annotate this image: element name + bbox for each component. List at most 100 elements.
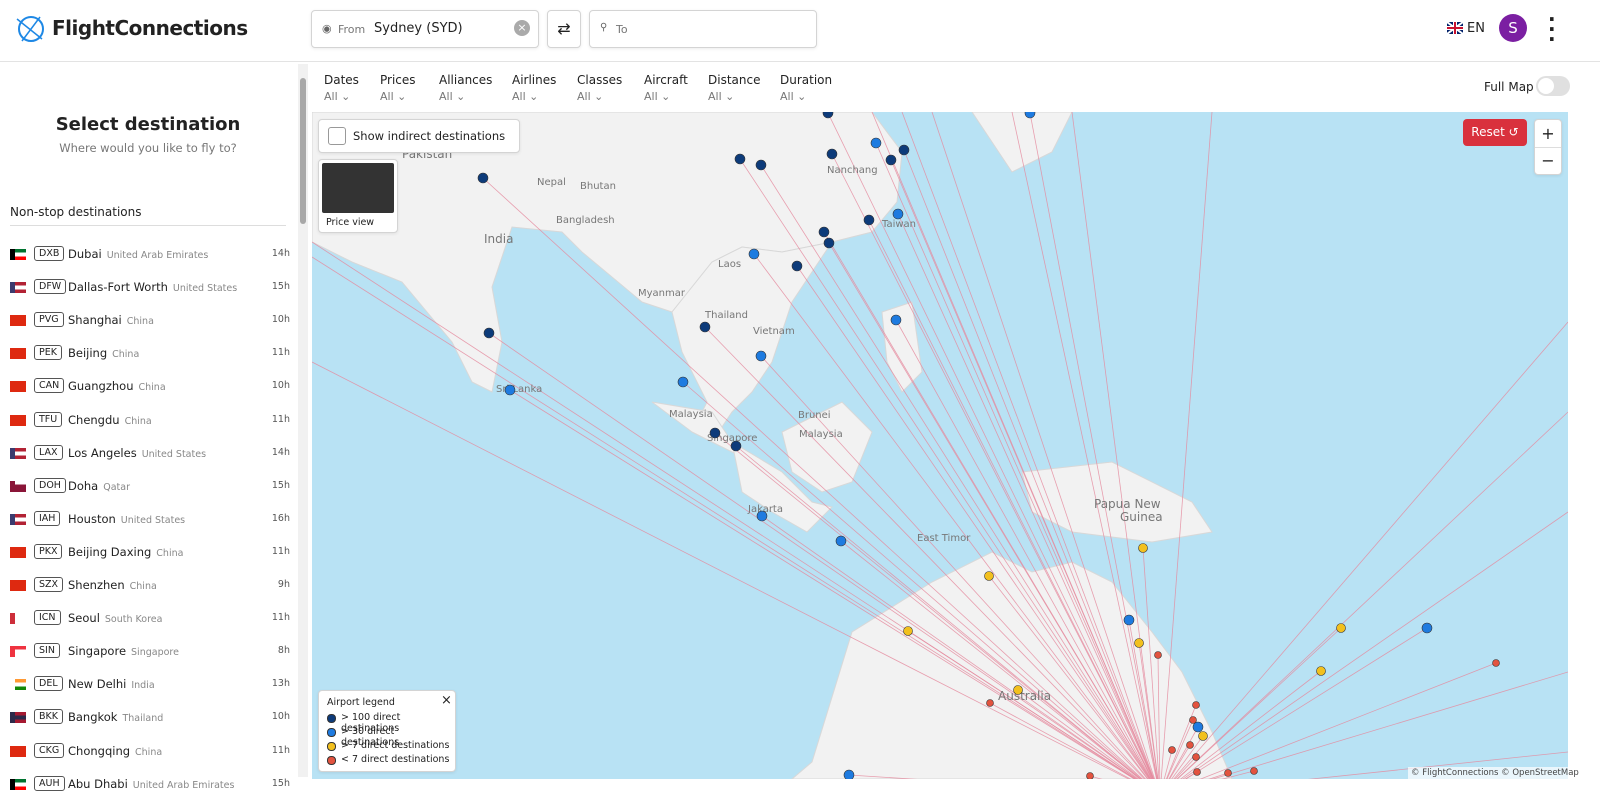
destination-row[interactable]: IAH Houston United States 16h bbox=[10, 503, 290, 536]
airport-dot[interactable] bbox=[1024, 112, 1036, 119]
airport-dot[interactable] bbox=[885, 154, 897, 166]
filter[interactable]: Prices All ⌄ bbox=[380, 73, 416, 103]
route bbox=[1182, 511, 1568, 779]
airport-dot[interactable] bbox=[748, 248, 760, 260]
airport-dot[interactable] bbox=[699, 321, 711, 333]
swap-button[interactable]: ⇄ bbox=[547, 10, 581, 48]
destination-row[interactable]: SZX Shenzhen China 9h bbox=[10, 569, 290, 602]
logo[interactable]: FlightConnections bbox=[52, 16, 248, 40]
airport-dot[interactable] bbox=[1168, 746, 1176, 754]
airport-dot[interactable] bbox=[1186, 741, 1194, 749]
airport-dot[interactable] bbox=[826, 148, 838, 160]
reset-button[interactable]: Reset ↺ bbox=[1463, 119, 1527, 146]
filter[interactable]: Duration All ⌄ bbox=[780, 73, 832, 103]
route bbox=[1017, 689, 1140, 779]
destination-row[interactable]: DOH Doha Qatar 15h bbox=[10, 470, 290, 503]
destination-row[interactable]: BKK Bangkok Thailand 10h bbox=[10, 701, 290, 734]
flag bbox=[10, 778, 26, 790]
airport-dot[interactable] bbox=[890, 314, 902, 326]
airport-dot[interactable] bbox=[709, 427, 721, 439]
route bbox=[897, 213, 1154, 779]
language[interactable]: EN bbox=[1467, 21, 1485, 36]
airport-dot[interactable] bbox=[1250, 767, 1258, 775]
filter[interactable]: Dates All ⌄ bbox=[324, 73, 359, 103]
destination-row[interactable]: PVG Shanghai China 10h bbox=[10, 304, 290, 337]
airport-dot[interactable] bbox=[1192, 721, 1204, 733]
airport-dot[interactable] bbox=[730, 440, 742, 452]
price-view[interactable]: Price view bbox=[318, 159, 398, 233]
filter[interactable]: Classes All ⌄ bbox=[577, 73, 622, 103]
menu[interactable]: · · · bbox=[1548, 7, 1556, 51]
airport-dot[interactable] bbox=[892, 208, 904, 220]
airport-dot[interactable] bbox=[504, 384, 516, 396]
flag bbox=[10, 480, 26, 492]
airport-dot[interactable] bbox=[1154, 651, 1162, 659]
airport-dot[interactable] bbox=[984, 571, 994, 581]
destination-row[interactable]: DFW Dallas-Fort Worth United States 15h bbox=[10, 271, 290, 304]
filter[interactable]: Aircraft All ⌄ bbox=[644, 73, 688, 103]
avatar[interactable]: S bbox=[1499, 14, 1527, 42]
airport-dot[interactable] bbox=[1336, 623, 1346, 633]
airport-dot[interactable] bbox=[791, 260, 803, 272]
from-field[interactable]: ◉ From Sydney (SYD) × bbox=[311, 10, 539, 48]
airport-dot[interactable] bbox=[903, 626, 913, 636]
destination-row[interactable]: DEL New Delhi India 13h bbox=[10, 668, 290, 701]
destination-row[interactable]: ICN Seoul South Korea 11h bbox=[10, 602, 290, 635]
airport-dot[interactable] bbox=[823, 237, 835, 249]
airport-dot[interactable] bbox=[1138, 543, 1148, 553]
airport-dot[interactable] bbox=[1224, 769, 1232, 777]
airport-dot[interactable] bbox=[863, 214, 875, 226]
zoom-out[interactable]: − bbox=[1541, 151, 1555, 170]
airport-dot[interactable] bbox=[755, 159, 767, 171]
airport-dot[interactable] bbox=[1189, 716, 1197, 724]
airport-dot[interactable] bbox=[1123, 614, 1135, 626]
airport-dot[interactable] bbox=[1086, 772, 1094, 780]
indirect-toggle[interactable]: Show indirect destinations bbox=[318, 119, 520, 153]
to-field[interactable]: ⚲ To bbox=[589, 10, 817, 48]
filter-name: Duration bbox=[780, 73, 833, 87]
destination-row[interactable]: PEK Beijing China 11h bbox=[10, 337, 290, 370]
destination-row[interactable]: CKG Chongqing China 11h bbox=[10, 735, 290, 768]
airport-dot[interactable] bbox=[677, 376, 689, 388]
scrollbar[interactable] bbox=[298, 64, 308, 777]
filter-name: Aircraft bbox=[644, 73, 688, 87]
filter[interactable]: Alliances All ⌄ bbox=[439, 73, 492, 103]
legend-close[interactable]: × bbox=[441, 693, 452, 708]
route bbox=[761, 515, 1138, 779]
airport-dot[interactable] bbox=[1192, 753, 1200, 761]
airport-dot[interactable] bbox=[477, 172, 489, 184]
flag bbox=[10, 513, 26, 525]
full-map-toggle[interactable] bbox=[1536, 76, 1570, 96]
airport-dot[interactable] bbox=[870, 137, 882, 149]
airport-dot[interactable] bbox=[1013, 685, 1023, 695]
airport-dot[interactable] bbox=[755, 350, 767, 362]
zoom-in[interactable]: + bbox=[1535, 120, 1561, 148]
filter[interactable]: Distance All ⌄ bbox=[708, 73, 760, 103]
airport-dot[interactable] bbox=[986, 699, 994, 707]
airport-dot[interactable] bbox=[1492, 659, 1500, 667]
destination-row[interactable]: SIN Singapore Singapore 8h bbox=[10, 635, 290, 668]
destination-row[interactable]: PKX Beijing Daxing China 11h bbox=[10, 536, 290, 569]
airport-dot[interactable] bbox=[1421, 622, 1433, 634]
clear-button[interactable]: × bbox=[514, 20, 530, 36]
airport-dot[interactable] bbox=[734, 153, 746, 165]
airport-dot[interactable] bbox=[843, 769, 855, 779]
duration: 11h bbox=[271, 413, 290, 425]
destination-row[interactable]: AUH Abu Dhabi United Arab Emirates 15h bbox=[10, 768, 290, 799]
destination-row[interactable]: TFU Chengdu China 11h bbox=[10, 404, 290, 437]
destination-row[interactable]: LAX Los Angeles United States 14h bbox=[10, 437, 290, 470]
airport-dot[interactable] bbox=[835, 535, 847, 547]
airport-dot[interactable] bbox=[1134, 638, 1144, 648]
airport-dot[interactable] bbox=[756, 510, 768, 522]
airport-dot[interactable] bbox=[483, 327, 495, 339]
airport-dot[interactable] bbox=[898, 144, 910, 156]
airport-dot[interactable] bbox=[1316, 666, 1326, 676]
airport-dot[interactable] bbox=[1193, 768, 1201, 776]
destination-row[interactable]: CAN Guangzhou China 10h bbox=[10, 370, 290, 403]
airport-dot[interactable] bbox=[1198, 731, 1208, 741]
filter[interactable]: Airlines All ⌄ bbox=[512, 73, 556, 103]
destination-row[interactable]: DXB Dubai United Arab Emirates 14h bbox=[10, 238, 290, 271]
airport-dot[interactable] bbox=[822, 112, 834, 119]
airport-dot[interactable] bbox=[1192, 701, 1200, 709]
airport-dot[interactable] bbox=[818, 226, 830, 238]
